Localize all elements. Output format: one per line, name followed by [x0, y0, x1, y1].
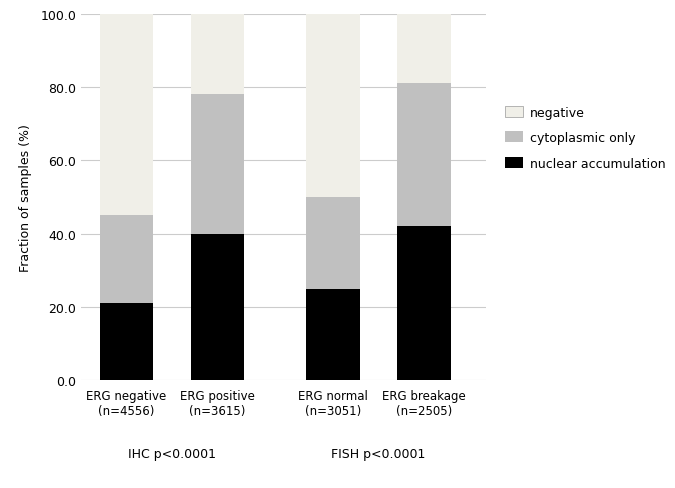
- Y-axis label: Fraction of samples (%): Fraction of samples (%): [19, 124, 32, 271]
- Bar: [190, 234, 244, 381]
- Bar: [190, 15, 244, 95]
- Bar: [397, 84, 451, 227]
- Bar: [190, 95, 244, 234]
- Bar: [306, 289, 360, 381]
- Legend: negative, cytoplasmic only, nuclear accumulation: negative, cytoplasmic only, nuclear accu…: [500, 102, 671, 175]
- Bar: [100, 216, 153, 304]
- Text: IHC p<0.0001: IHC p<0.0001: [128, 447, 216, 460]
- Bar: [100, 304, 153, 381]
- Bar: [306, 15, 360, 198]
- Bar: [397, 15, 451, 84]
- Bar: [306, 198, 360, 289]
- Bar: [397, 227, 451, 381]
- Bar: [100, 15, 153, 216]
- Text: FISH p<0.0001: FISH p<0.0001: [331, 447, 426, 460]
